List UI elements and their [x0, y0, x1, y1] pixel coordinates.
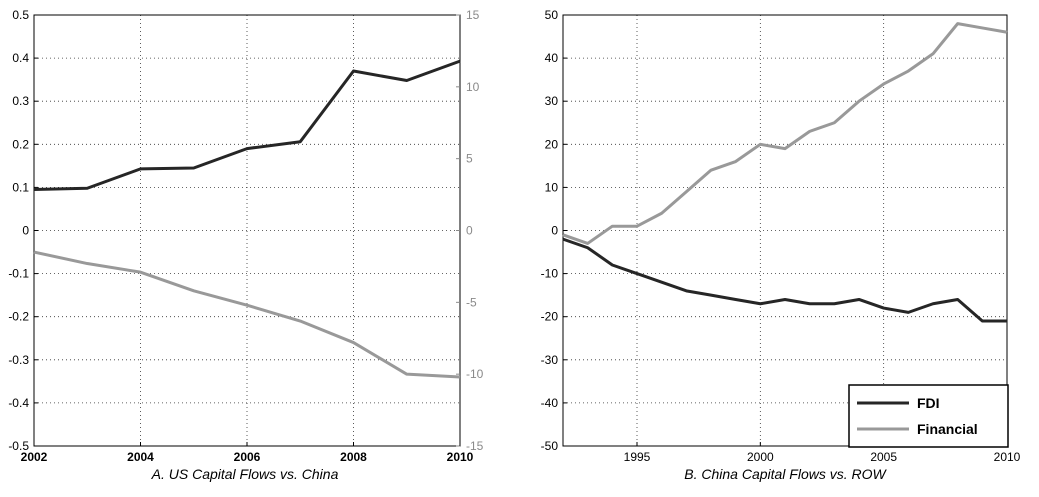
- a-ytick-right-label-4: 5: [466, 152, 473, 166]
- a-ytick-label-8: 0.3: [12, 94, 29, 108]
- b-series-line-0: [562, 237, 1007, 323]
- b-ytick-label-1: -40: [541, 396, 559, 410]
- b-legend-label-1: Financial: [917, 421, 978, 437]
- a-ytick-label-3: -0.2: [8, 310, 29, 324]
- b-ytick-label-3: -20: [541, 310, 559, 324]
- chart-china-capital-flows: -50 -40 -30 -20 -10 0 10 20 30 40 50 1995 2000 2005 20…: [541, 8, 1021, 464]
- a-ytick-right-label-6: 15: [466, 8, 480, 22]
- chart-a-caption: A. US Capital Flows vs. China: [151, 466, 339, 482]
- b-ytick-label-10: 50: [545, 8, 559, 22]
- b-legend: FDI Financial: [848, 384, 1009, 448]
- a-xtick-label-4: 2010: [447, 450, 474, 464]
- a-series-line-1: [33, 250, 461, 379]
- b-xtick-label-2: 2005: [870, 450, 897, 464]
- b-xtick-label-0: 1995: [624, 450, 651, 464]
- a-ytick-right-label-3: 0: [466, 224, 473, 238]
- b-ytick-label-2: -30: [541, 353, 559, 367]
- b-ytick-label-9: 40: [545, 51, 559, 65]
- a-ytick-label-1: -0.4: [8, 396, 29, 410]
- a-series-line-0: [33, 59, 461, 192]
- a-ytick-label-9: 0.4: [12, 51, 29, 65]
- a-ytick-label-10: 0.5: [12, 8, 29, 22]
- b-ytick-label-8: 30: [545, 94, 559, 108]
- b-legend-box: [848, 384, 1009, 448]
- b-legend-label-0: FDI: [917, 395, 940, 411]
- a-ytick-label-0: -0.5: [8, 439, 29, 453]
- b-ytick-label-0: -50: [541, 439, 559, 453]
- a-xtick-label-2: 2006: [234, 450, 261, 464]
- a-ytick-label-4: -0.1: [8, 267, 29, 281]
- b-series-line-1: [562, 22, 1008, 245]
- a-ytick-label-6: 0.1: [12, 180, 29, 194]
- a-ytick-right-label-2: -5: [466, 295, 477, 309]
- b-ytick-label-5: 0: [551, 224, 558, 238]
- b-ytick-label-7: 20: [545, 137, 559, 151]
- a-ytick-label-5: 0: [22, 224, 29, 238]
- a-ytick-right-label-5: 10: [466, 80, 480, 94]
- a-xtick-label-3: 2008: [340, 450, 367, 464]
- chart-us-capital-flows: -0.5 -0.4 -0.3 -0.2 -0.1 0 0.1 0.2 0.3 0.4 0.5 -15 -…: [8, 8, 483, 464]
- a-ytick-right-label-0: -15: [466, 439, 484, 453]
- chart-b-caption: B. China Capital Flows vs. ROW: [684, 466, 887, 482]
- a-xtick-label-0: 2002: [21, 450, 48, 464]
- a-ytick-label-7: 0.2: [12, 137, 29, 151]
- a-ytick-right-label-1: -10: [466, 367, 484, 381]
- b-ytick-label-4: -10: [541, 267, 559, 281]
- b-frame: [562, 14, 1008, 447]
- b-xtick-label-3: 2010: [994, 450, 1021, 464]
- a-ytick-label-2: -0.3: [8, 353, 29, 367]
- a-xtick-label-1: 2004: [127, 450, 154, 464]
- b-ytick-label-6: 10: [545, 180, 559, 194]
- b-xtick-label-1: 2000: [747, 450, 774, 464]
